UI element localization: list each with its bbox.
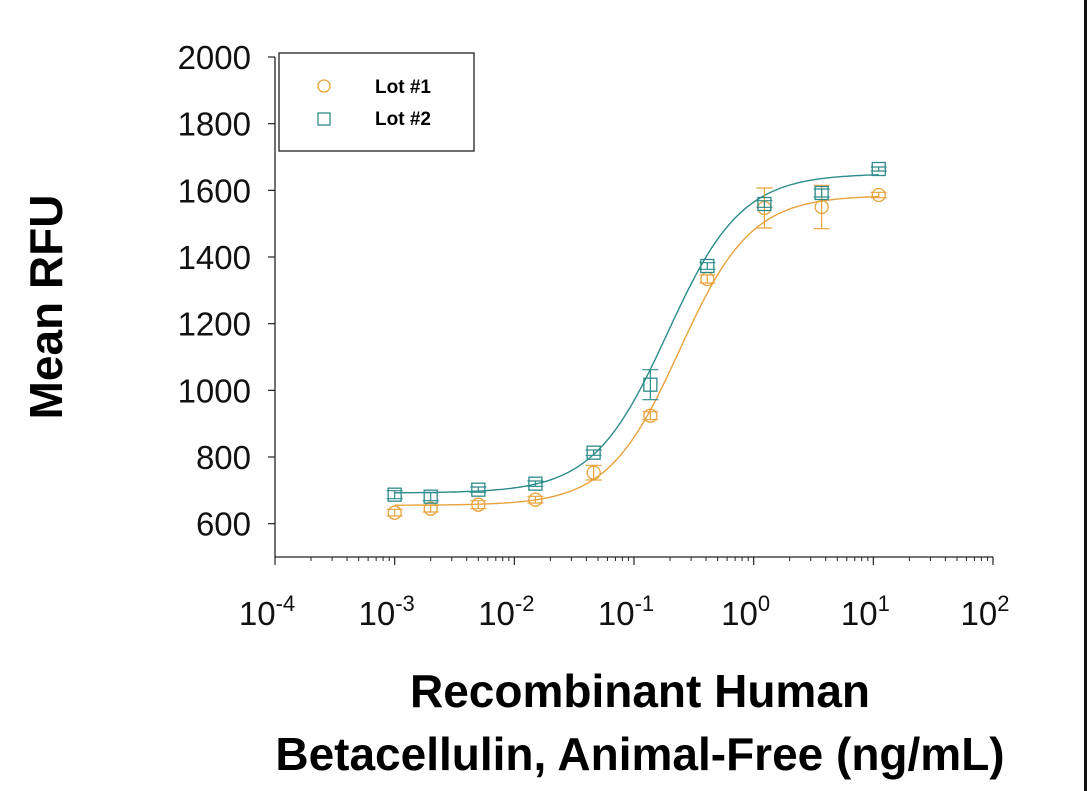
data-point xyxy=(870,161,887,177)
data-point xyxy=(527,492,544,507)
data-point xyxy=(386,505,403,520)
marker-square xyxy=(387,487,402,502)
data-point xyxy=(642,369,659,401)
x-axis-title-line-1: Recombinant Human xyxy=(410,665,870,717)
x-tick-label: 10-1 xyxy=(598,591,654,632)
y-tick-label: 1600 xyxy=(178,172,251,209)
fit-curves xyxy=(394,174,879,506)
marker-square xyxy=(871,161,886,177)
data-point xyxy=(699,258,716,274)
marker-circle xyxy=(643,408,658,423)
y-tick-label: 1400 xyxy=(178,239,251,276)
marker-square xyxy=(528,476,543,491)
fit-curve-1 xyxy=(394,195,879,506)
x-tick-label: 101 xyxy=(841,591,890,632)
marker-circle xyxy=(423,501,438,516)
x-tick-label: 10-3 xyxy=(359,591,415,632)
data-point xyxy=(422,489,439,504)
data-point xyxy=(756,187,773,229)
data-point xyxy=(527,476,544,491)
legend: Lot #1 Lot #2 xyxy=(278,52,475,152)
legend-label-lot-1: Lot #1 xyxy=(375,77,431,98)
y-tick-label: 1200 xyxy=(178,306,251,343)
data-point xyxy=(813,185,830,201)
x-tick-label: 10-2 xyxy=(478,591,534,632)
marker-square xyxy=(757,196,772,212)
y-tick-label: 1800 xyxy=(178,106,251,143)
marker-square xyxy=(814,185,829,201)
marker-circle xyxy=(528,492,543,507)
data-point xyxy=(699,271,716,287)
data-points xyxy=(386,161,887,520)
data-point xyxy=(470,497,487,512)
right-border xyxy=(1084,0,1087,791)
data-point xyxy=(870,187,887,203)
marker-square xyxy=(700,258,715,274)
x-tick-label: 102 xyxy=(961,591,1010,632)
marker-circle xyxy=(387,505,402,520)
x-tick-label: 10-4 xyxy=(239,591,295,632)
marker-circle xyxy=(814,199,829,215)
data-point xyxy=(813,184,830,230)
marker-square xyxy=(586,445,601,460)
y-tick-label: 1000 xyxy=(178,372,251,409)
legend-marker-lot-1 xyxy=(317,79,331,93)
data-point xyxy=(585,464,602,481)
y-tick-label: 600 xyxy=(196,506,251,543)
legend-marker-lot-2 xyxy=(317,112,331,126)
data-point xyxy=(585,445,602,460)
data-point xyxy=(642,408,659,423)
data-point xyxy=(386,487,403,502)
marker-square xyxy=(643,377,658,392)
x-axis-title-line-2: Betacellulin, Animal-Free (ng/mL) xyxy=(275,728,1004,780)
legend-box xyxy=(278,52,475,152)
fit-curve-2 xyxy=(394,174,879,494)
y-tick-label: 800 xyxy=(196,439,251,476)
y-axis-title: Mean RFU xyxy=(20,195,72,420)
x-tick-label: 100 xyxy=(721,591,770,632)
data-point xyxy=(470,482,487,497)
y-axis: 600 800 1000 1200 1400 1600 1800 2000 xyxy=(178,39,276,557)
data-point xyxy=(422,501,439,516)
marker-square xyxy=(423,489,438,504)
y-tick-label: 2000 xyxy=(178,39,251,76)
data-point xyxy=(756,196,773,212)
x-axis: 10-4 10-3 10-2 10-1 100 101 102 xyxy=(239,556,1010,632)
marker-square xyxy=(471,482,486,497)
marker-circle xyxy=(586,465,601,480)
marker-circle xyxy=(871,187,886,203)
marker-circle xyxy=(471,497,486,512)
legend-label-lot-2: Lot #2 xyxy=(375,109,431,130)
